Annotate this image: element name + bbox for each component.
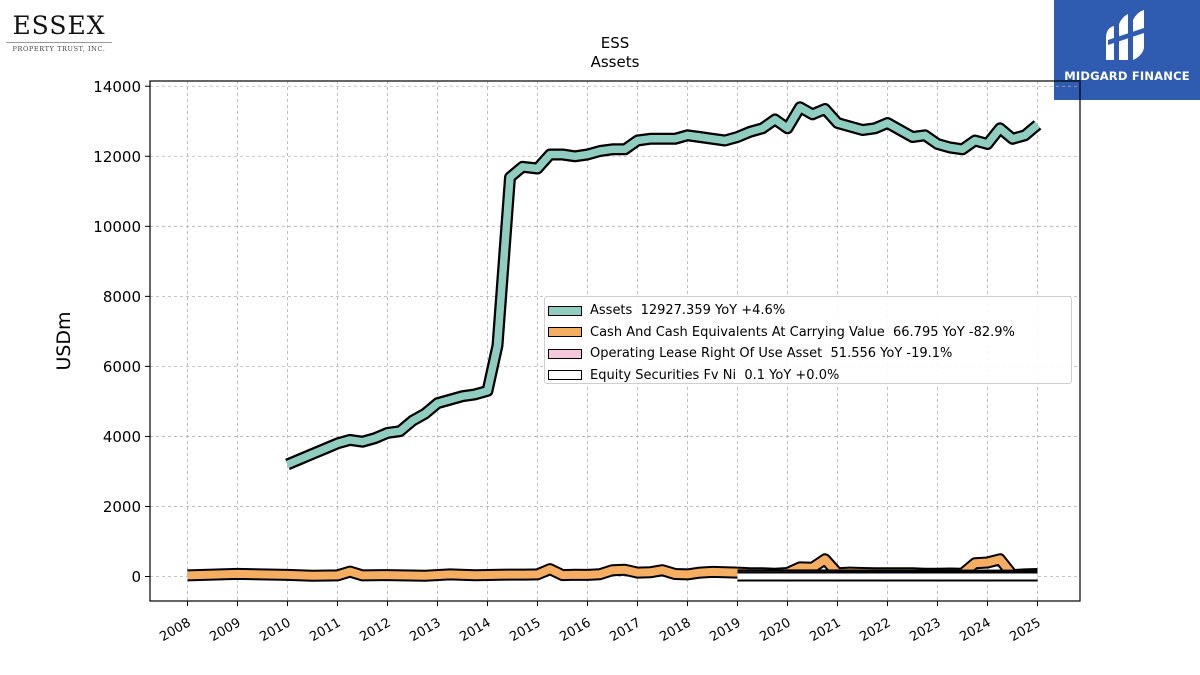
- x-tick-label: 2025: [1007, 615, 1043, 645]
- plot-frame: [149, 80, 1081, 602]
- x-tick-label: 2010: [257, 615, 293, 645]
- x-tick-label: 2014: [457, 615, 493, 645]
- chart-subtitle: Assets: [591, 53, 640, 71]
- series-line-0: [286, 103, 1040, 468]
- legend-swatch-equity-securities: [548, 370, 582, 381]
- series-layer: [187, 101, 1042, 582]
- legend-swatch-cash: [548, 327, 582, 338]
- y-tick-label: 14000: [93, 78, 141, 96]
- legend-swatch-operating-lease: [548, 348, 582, 359]
- y-tick-label: 0: [131, 568, 141, 586]
- x-tick-label: 2013: [407, 615, 443, 645]
- series-outline-0: [285, 101, 1042, 470]
- x-tick-label: 2020: [757, 615, 793, 645]
- y-tick-label: 4000: [103, 428, 141, 446]
- y-tick-label: 10000: [93, 218, 141, 236]
- essex-logo-subtitle: PROPERTY TRUST, INC.: [6, 42, 112, 53]
- legend-item-operating-lease: Operating Lease Right Of Use Asset 51.55…: [548, 343, 1071, 365]
- legend-label-cash: Cash And Cash Equivalents At Carrying Va…: [590, 324, 1015, 340]
- legend-item-assets: Assets 12927.359 YoY +4.6%: [548, 300, 1071, 322]
- midgard-finance-logo: MIDGARD FINANCE: [1054, 0, 1200, 100]
- legend: Assets 12927.359 YoY +4.6% Cash And Cash…: [544, 296, 1072, 384]
- legend-swatch-assets: [548, 305, 582, 316]
- x-tick-label: 2023: [907, 615, 943, 645]
- legend-item-equity-securities: Equity Securities Fv Ni 0.1 YoY +0.0%: [548, 365, 1071, 387]
- x-tick-label: 2022: [857, 615, 893, 645]
- x-tick-label: 2021: [807, 615, 843, 645]
- y-tick-label: 8000: [103, 288, 141, 306]
- midgard-logo-icon: [1106, 10, 1150, 60]
- legend-label-operating-lease: Operating Lease Right Of Use Asset 51.55…: [590, 346, 953, 362]
- legend-item-cash: Cash And Cash Equivalents At Carrying Va…: [548, 322, 1071, 344]
- essex-logo-name: ESSEX: [12, 11, 106, 40]
- y-tick-label: 12000: [93, 148, 141, 166]
- y-axis-label: USDm: [53, 311, 75, 370]
- y-tick-label: 6000: [103, 358, 141, 376]
- x-tick-label: 2017: [607, 615, 643, 645]
- x-tick-label: 2016: [557, 615, 593, 645]
- midgard-logo-caption: MIDGARD FINANCE: [1064, 69, 1190, 83]
- x-tick-label: 2011: [307, 615, 343, 645]
- x-tick-label: 2009: [207, 615, 243, 645]
- legend-label-equity-securities: Equity Securities Fv Ni 0.1 YoY +0.0%: [590, 367, 840, 383]
- legend-label-assets: Assets 12927.359 YoY +4.6%: [590, 303, 786, 319]
- x-tick-label: 2015: [507, 615, 543, 645]
- x-tick-label: 2018: [657, 615, 693, 645]
- x-tick-label: 2024: [957, 615, 993, 645]
- x-tick-label: 2012: [357, 615, 393, 645]
- x-tick-label: 2008: [157, 615, 193, 645]
- chart-title: ESS: [601, 34, 630, 52]
- essex-logo: ESSEX PROPERTY TRUST, INC.: [6, 12, 112, 53]
- y-tick-label: 2000: [103, 498, 141, 516]
- x-tick-label: 2019: [707, 615, 743, 645]
